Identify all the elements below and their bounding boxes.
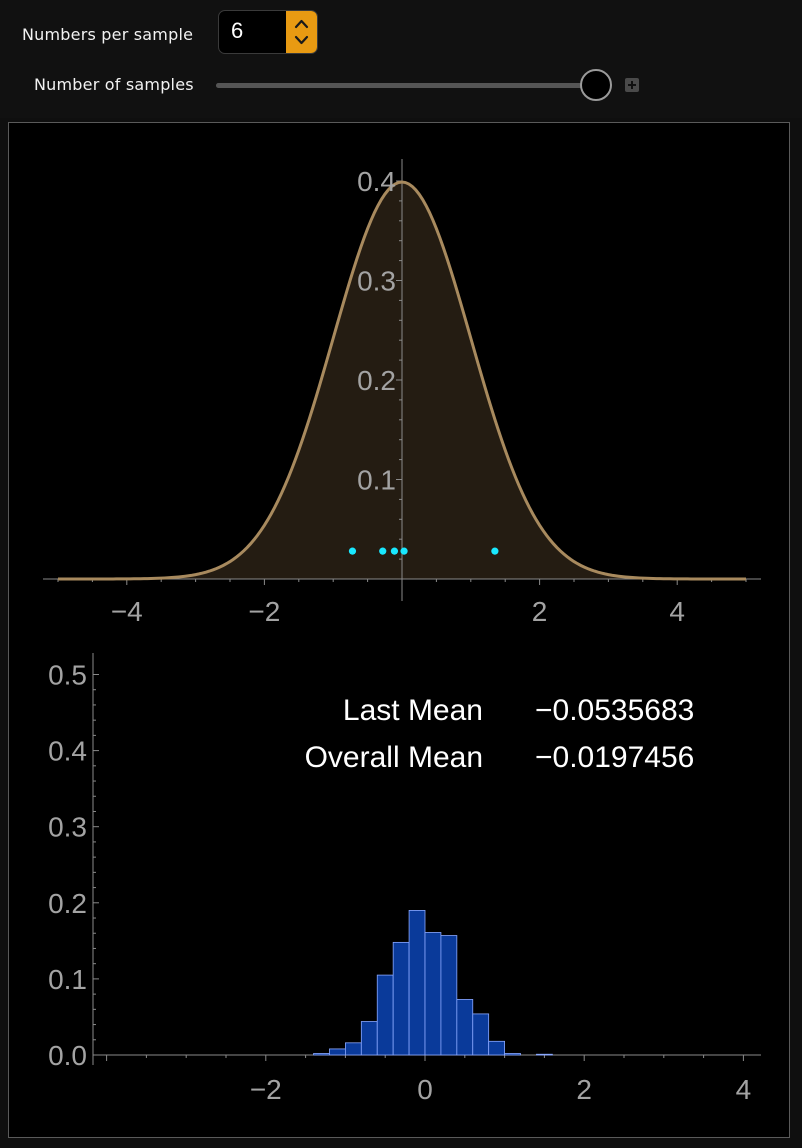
stat-label: Overall Mean (305, 741, 483, 774)
chevron-up-icon[interactable] (286, 11, 317, 32)
means-histogram-plot: −2 0 2 4 0.0 0.1 0.2 0.3 0.4 0.5 Last Mean −0.05356… (48, 653, 761, 1105)
numbers-per-sample-label: Numbers per sample (22, 25, 194, 44)
stat-value: −0.0197456 (535, 741, 694, 774)
y-tick-label: 0.4 (357, 166, 396, 197)
histogram-bar (360, 1021, 378, 1056)
histogram-bar (313, 1053, 330, 1056)
sample-point (400, 547, 408, 555)
y-tick-label: 0.3 (48, 812, 87, 843)
histogram-bar (440, 935, 458, 1056)
y-tick-label: 0.1 (48, 964, 87, 995)
y-tick-label: 0.1 (357, 465, 396, 496)
slider-thumb[interactable] (580, 69, 613, 101)
histogram-bar (504, 1053, 521, 1056)
histogram-bar (456, 999, 474, 1056)
y-tick-label: 0.5 (48, 660, 87, 691)
plot-frame: −4 −2 2 4 0.1 0.2 0.3 0.4 −2 0 2 4 0.0 0.1 0.2 0.3 0.4 0… (8, 122, 790, 1138)
chevron-down-icon[interactable] (286, 32, 317, 53)
pdf-curve (58, 180, 746, 581)
histogram-bar (536, 1053, 553, 1056)
y-tick-label: 0.3 (357, 266, 396, 297)
slider-fill (216, 83, 597, 88)
number-of-samples-label: Number of samples (34, 75, 194, 94)
x-tick-label: −2 (250, 1074, 282, 1105)
numbers-per-sample-value[interactable]: 6 (231, 18, 244, 43)
histogram-bar (344, 1042, 362, 1056)
y-tick-label: 0.0 (48, 1040, 87, 1071)
histogram-bar (376, 974, 394, 1056)
x-tick-label: 4 (669, 596, 685, 627)
x-tick-label: 2 (532, 596, 548, 627)
x-tick-label: 0 (417, 1074, 433, 1105)
stat-value: −0.0535683 (535, 694, 694, 727)
sample-point (390, 547, 399, 555)
normal-pdf-plot: −4 −2 2 4 0.1 0.2 0.3 0.4 (43, 159, 761, 627)
histogram-bar (408, 910, 426, 1056)
y-tick-label: 0.4 (48, 736, 87, 767)
y-tick-label: 0.2 (48, 888, 87, 919)
sample-point (379, 547, 387, 555)
x-tick-label: −4 (111, 596, 143, 627)
stat-label: Last Mean (343, 694, 483, 727)
numbers-per-sample-stepper[interactable]: 6 (218, 10, 318, 54)
sample-point (491, 547, 499, 555)
plus-icon[interactable] (625, 78, 639, 92)
histogram-bar (472, 1013, 490, 1056)
stepper-arrows (286, 11, 317, 53)
y-tick-label: 0.2 (357, 365, 396, 396)
x-tick-label: 2 (576, 1074, 592, 1105)
sample-point (348, 547, 357, 555)
x-tick-label: −2 (248, 596, 280, 627)
histogram-bar (424, 932, 442, 1056)
number-of-samples-slider[interactable] (216, 83, 612, 88)
histogram-bar (488, 1040, 505, 1056)
x-tick-label: 4 (736, 1074, 752, 1105)
histogram-bar (329, 1048, 346, 1056)
histogram-bar (392, 941, 410, 1056)
controls-panel: Numbers per sample 6 Number of samples (0, 0, 802, 118)
